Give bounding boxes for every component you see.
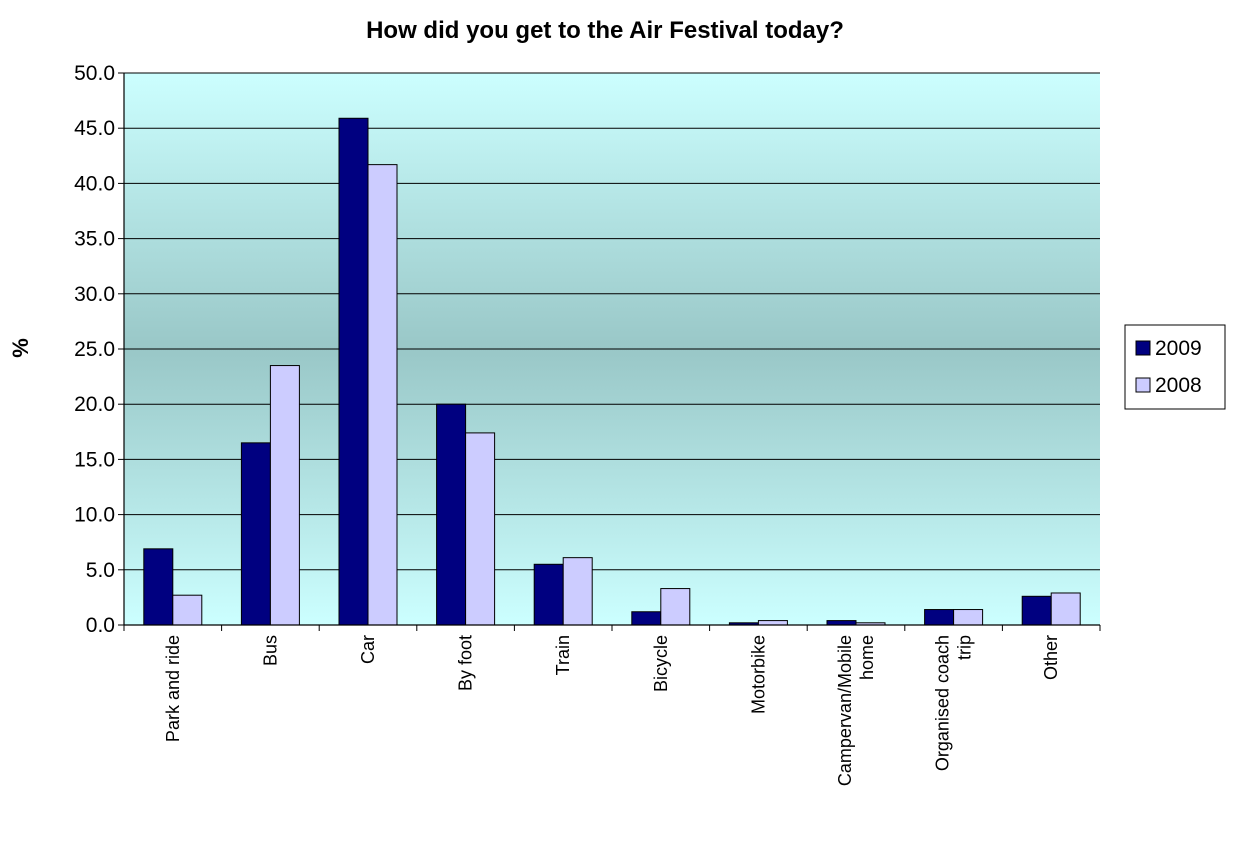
y-tick-label: 35.0 (74, 228, 115, 251)
bar-2008-6 (757, 620, 788, 626)
chart-title: How did you get to the Air Festival toda… (366, 17, 844, 44)
bar-2009-2 (338, 117, 369, 626)
bar-2008-1 (269, 365, 300, 626)
y-tick-label: 30.0 (74, 283, 115, 306)
legend-label-2008: 2008 (1155, 374, 1202, 397)
bar-2009-3 (436, 403, 467, 626)
bar-2009-7 (826, 620, 857, 626)
bar-2008-4 (562, 557, 593, 626)
y-tick-label: 10.0 (74, 504, 115, 527)
bar-2008-8 (953, 609, 984, 626)
x-tick-label: Motorbike (748, 635, 768, 714)
legend: 2009 2008 (1124, 324, 1226, 410)
x-tick-label: By foot (456, 635, 476, 691)
legend-swatch-2009 (1135, 340, 1151, 356)
x-tick-label: Campervan/Mobile (835, 635, 855, 786)
bar-2009-0 (143, 548, 174, 626)
x-tick-label: Park and ride (163, 635, 183, 742)
bar-2009-8 (924, 609, 955, 626)
y-axis-label: % (8, 338, 33, 358)
bar-2009-5 (631, 611, 662, 626)
bar-2009-1 (240, 442, 271, 626)
legend-box (1124, 324, 1226, 410)
y-tick-label: 45.0 (74, 117, 115, 140)
bar-2008-9 (1050, 592, 1081, 626)
bar-2008-0 (172, 594, 203, 626)
x-tick-label: Car (358, 635, 378, 664)
legend-swatch-2008 (1135, 377, 1151, 393)
bar-2008-3 (465, 432, 496, 626)
bar-2009-9 (1021, 595, 1052, 626)
y-tick-label: 5.0 (86, 559, 115, 582)
y-tick-label: 0.0 (86, 614, 115, 637)
legend-label-2009: 2009 (1155, 337, 1202, 360)
x-tick-label: Train (553, 635, 573, 675)
y-tick-label: 40.0 (74, 172, 115, 195)
x-tick-label: Bicycle (651, 635, 671, 692)
y-tick-label: 25.0 (74, 338, 115, 361)
x-tick-label: Other (1041, 635, 1061, 680)
bar-2008-2 (367, 164, 398, 626)
y-tick-label: 15.0 (74, 448, 115, 471)
x-tick-label: Organised coach (933, 635, 953, 771)
bar-2008-5 (660, 588, 691, 626)
bar-2009-4 (533, 563, 564, 626)
y-tick-label: 50.0 (74, 62, 115, 85)
x-tick-label: home (857, 635, 877, 680)
x-tick-label: Bus (260, 635, 280, 666)
x-tick-label: trip (955, 635, 975, 660)
y-tick-label: 20.0 (74, 393, 115, 416)
